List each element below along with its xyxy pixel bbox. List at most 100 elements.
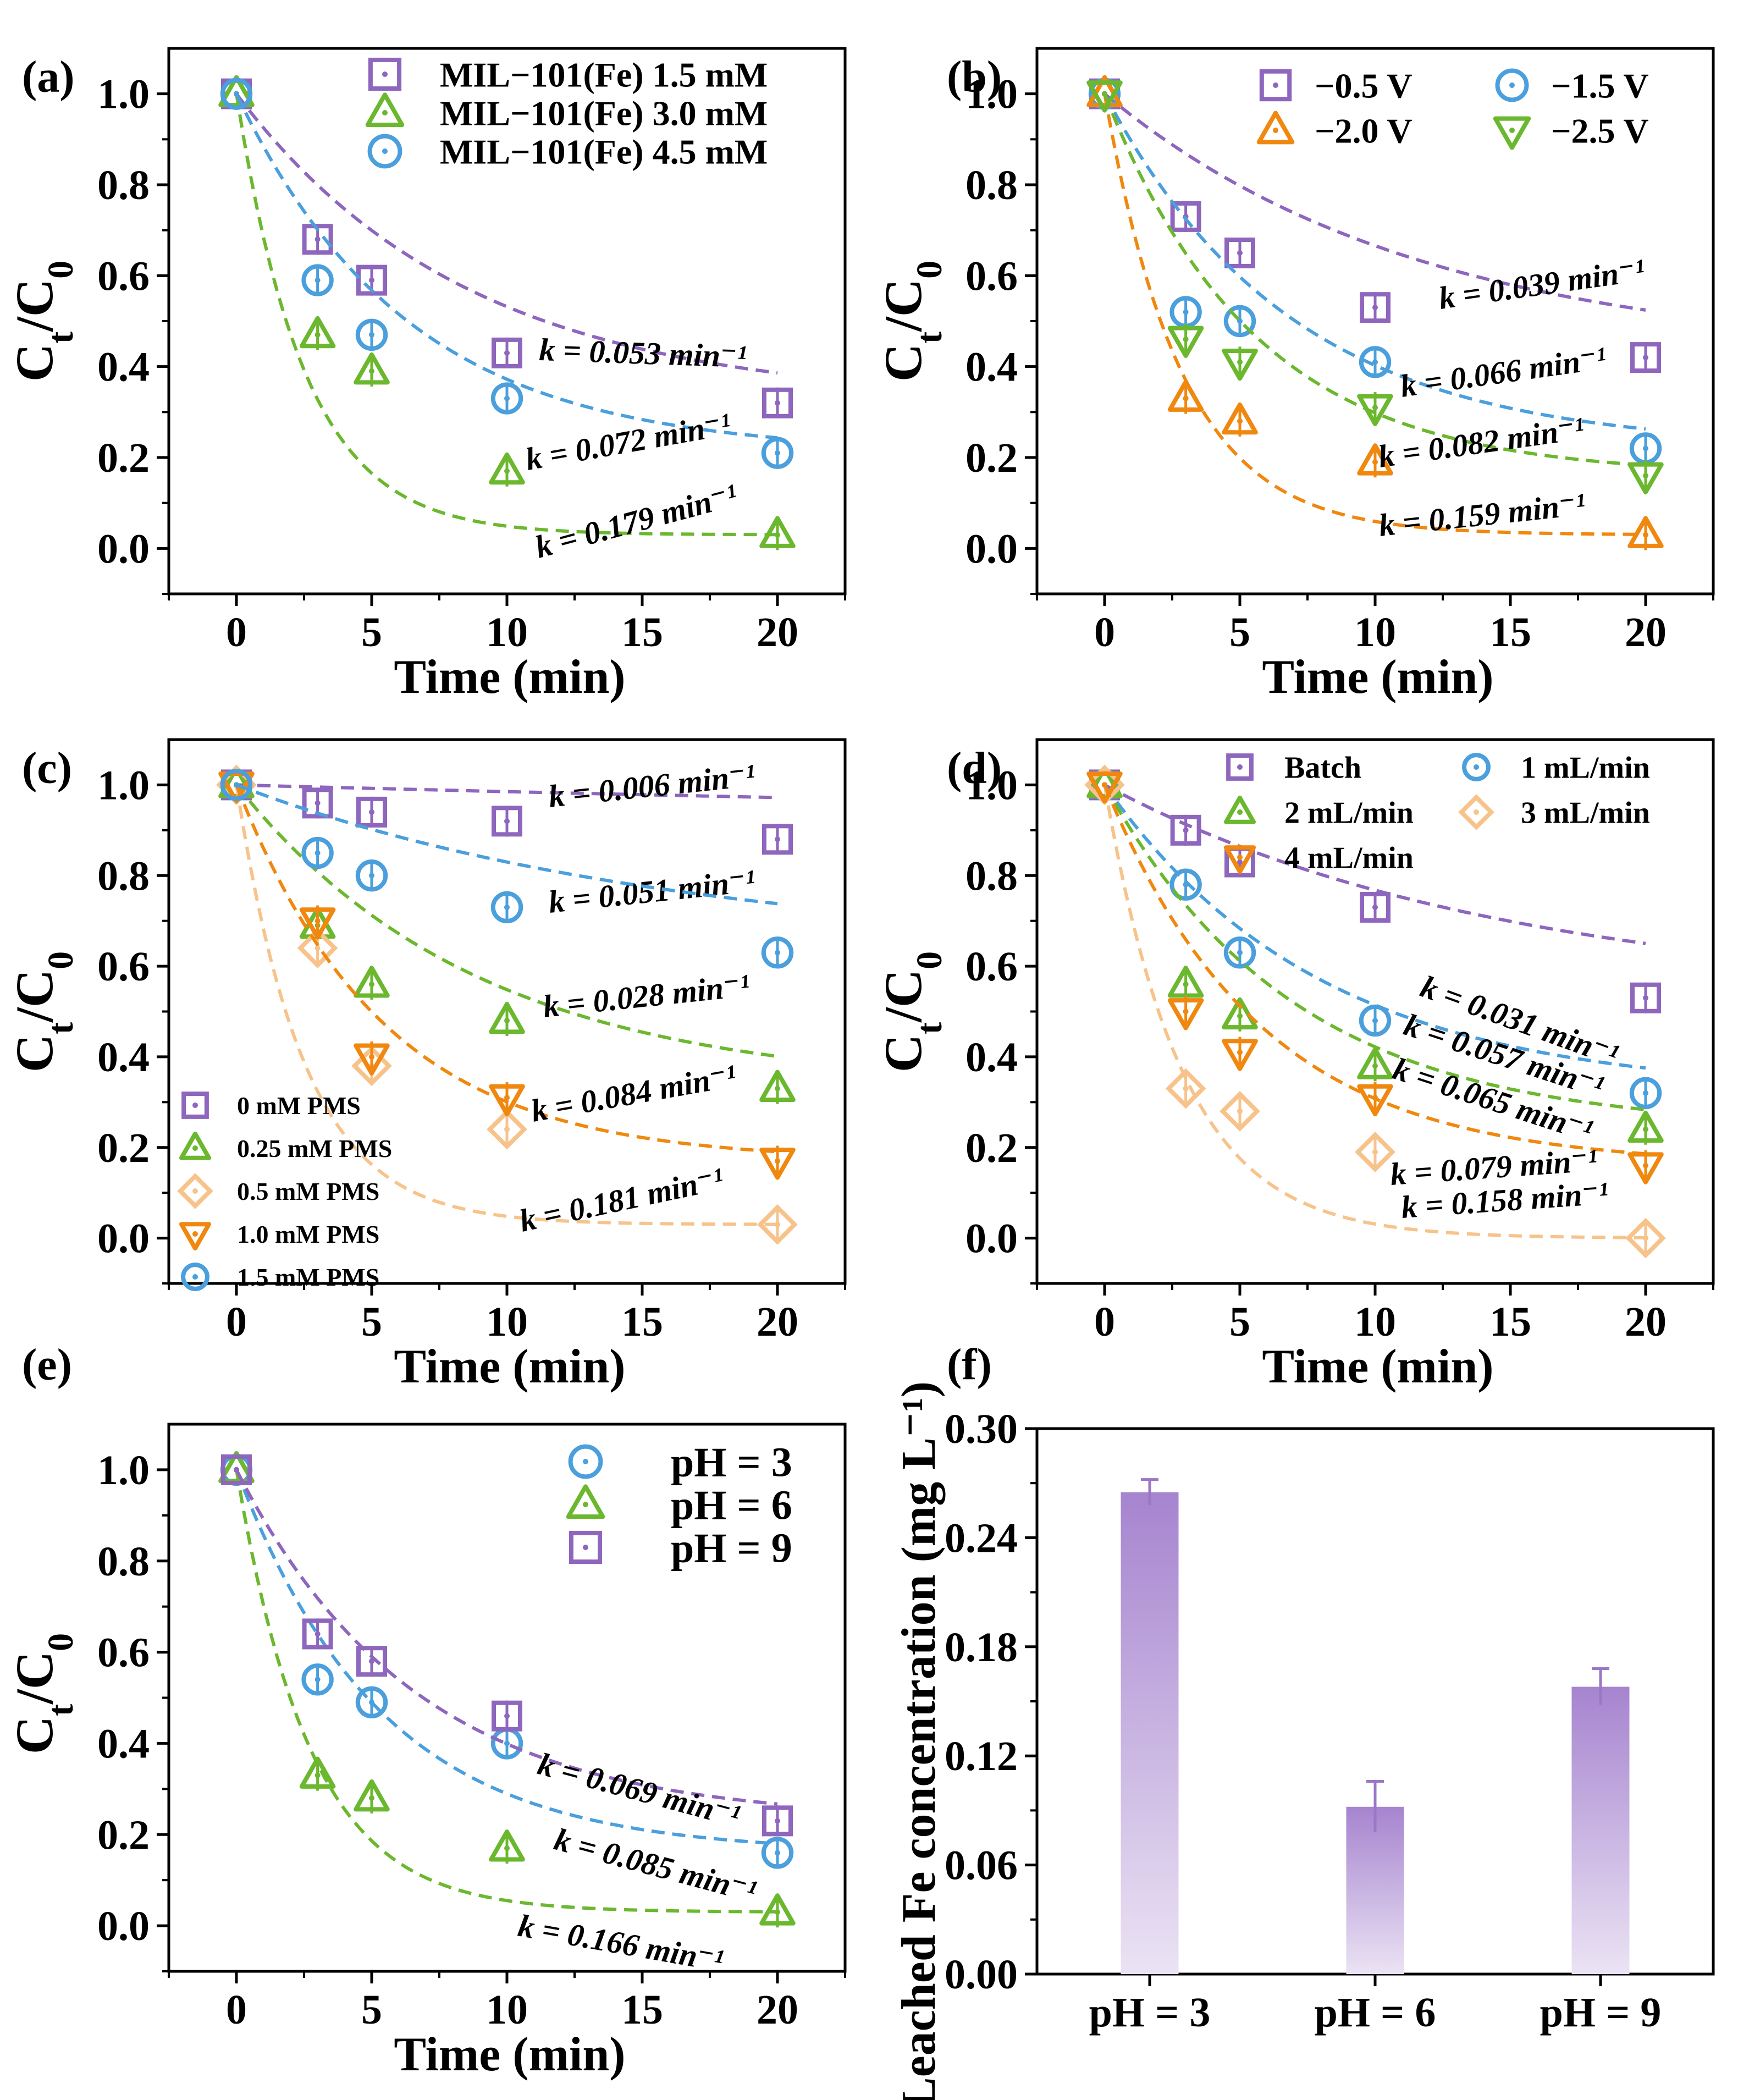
data-point: [355, 1686, 388, 1718]
y-tick-label: 0.06: [945, 1843, 1018, 1889]
y-tick-label: 0.6: [965, 253, 1018, 299]
data-point: [299, 1756, 336, 1789]
data-point-center: [315, 800, 321, 806]
x-tick-label: 15: [621, 1299, 663, 1345]
legend-marker-center: [192, 1274, 198, 1280]
data-point: [1360, 292, 1391, 323]
data-point: [1625, 1217, 1666, 1259]
legend-marker-center: [1509, 82, 1515, 88]
legend-label: 0.25 mM PMS: [237, 1134, 392, 1162]
data-point: [759, 1893, 796, 1926]
x-tick-label: 5: [361, 1987, 382, 2033]
y-tick-label: 0.6: [97, 1630, 150, 1676]
data-point-center: [1237, 418, 1243, 424]
fit-curve-0: [235, 92, 778, 375]
x-axis-title: Time (min): [1262, 1340, 1493, 1393]
rate-constant-label: k = 0.159 min⁻¹: [1377, 486, 1587, 543]
data-point-center: [775, 1909, 780, 1915]
legend-item: Batch: [1226, 751, 1361, 785]
data-point: [1222, 997, 1258, 1030]
legend-marker-center: [382, 148, 388, 154]
y-tick-label: 1.0: [97, 71, 150, 118]
legend-marker: [1493, 116, 1531, 150]
data-point-center: [775, 532, 780, 538]
data-point-center: [1372, 1095, 1378, 1101]
y-tick-label: 0.6: [97, 253, 150, 299]
data-point: [351, 1045, 392, 1087]
x-tick-label: 10: [486, 1299, 528, 1345]
data-point: [1630, 342, 1661, 373]
data-point: [489, 1829, 525, 1862]
data-point: [356, 1646, 387, 1677]
legend-label: 3 mL/min: [1521, 796, 1650, 830]
data-point-center: [1183, 337, 1189, 343]
x-tick-label: 20: [757, 609, 798, 655]
y-tick-label: 1.0: [97, 762, 150, 808]
y-tick-label: 0.4: [965, 344, 1018, 390]
y-axis-title: Ct/C0: [5, 261, 81, 382]
data-point: [356, 264, 387, 296]
legend-marker-center: [1474, 764, 1479, 770]
x-tick-label: 10: [1354, 1299, 1396, 1345]
legend-label: 2 mL/min: [1284, 796, 1414, 830]
data-point-center: [315, 945, 321, 951]
fit-curve-4: [235, 783, 778, 906]
legend-label: MIL−101(Fe) 4.5 mM: [440, 132, 768, 171]
bar: [1121, 1492, 1179, 1974]
legend-marker-center: [1273, 82, 1278, 88]
data-point-center: [1372, 305, 1378, 311]
data-point-center: [315, 850, 321, 856]
y-tick-label: 0.8: [97, 162, 150, 208]
data-point: [1086, 771, 1123, 804]
legend-item: 1.0 mM PMS: [179, 1220, 379, 1251]
data-point: [1086, 80, 1123, 113]
data-point-center: [369, 982, 374, 988]
data-point: [1223, 305, 1256, 338]
x-tick-label: 20: [757, 1299, 798, 1345]
legend-label: 0 mM PMS: [237, 1092, 361, 1120]
data-point: [489, 1084, 525, 1117]
x-tick-label: 15: [621, 1987, 663, 2033]
legend-label: 1.5 mM PMS: [237, 1263, 379, 1291]
data-point-center: [1372, 459, 1378, 465]
legend-item: 0.25 mM PMS: [179, 1131, 392, 1162]
legend-item: 0 mM PMS: [181, 1092, 361, 1120]
data-point: [1627, 462, 1664, 495]
legend-item: MIL−101(Fe) 4.5 mM: [367, 132, 768, 171]
legend-label: 1 mL/min: [1521, 751, 1650, 785]
data-point: [1355, 1132, 1395, 1172]
legend-marker-center: [1474, 809, 1479, 815]
data-point-center: [1372, 1017, 1378, 1023]
data-point-center: [234, 782, 239, 788]
legend-marker-center: [1237, 855, 1243, 860]
legend-label: pH = 9: [671, 1525, 792, 1572]
data-point: [489, 1001, 525, 1034]
y-tick-label: 0.00: [945, 1952, 1018, 1998]
data-point-center: [1183, 1008, 1189, 1015]
y-tick-label: 0.2: [97, 1125, 150, 1171]
legend-marker: [368, 57, 402, 91]
y-tick-label: 0.0: [97, 526, 150, 572]
data-point-center: [775, 836, 780, 842]
x-tick-label: 20: [757, 1987, 798, 2033]
x-axis-title: Time (min): [1262, 651, 1493, 704]
legend-label: MIL−101(Fe) 1.5 mM: [440, 55, 768, 94]
fit-curve-0: [236, 783, 778, 800]
data-point: [302, 1618, 333, 1650]
rate-constant-label: k = 0.179 min⁻¹: [532, 477, 742, 565]
data-point-center: [1643, 532, 1648, 538]
data-point: [762, 1805, 793, 1837]
data-point: [1629, 1077, 1662, 1110]
data-point: [492, 1700, 522, 1732]
legend-label: −0.5 V: [1315, 66, 1413, 105]
legend-label: 4 mL/min: [1284, 841, 1414, 875]
y-tick-label: 0.6: [965, 944, 1018, 990]
data-point-center: [369, 1658, 374, 1664]
data-point-center: [504, 395, 510, 401]
y-tick-label: 0.12: [945, 1733, 1018, 1779]
data-point: [354, 352, 390, 385]
data-point: [759, 1148, 796, 1180]
data-point: [218, 766, 255, 798]
panel-label: (e): [22, 1339, 72, 1389]
data-point-center: [775, 400, 780, 406]
